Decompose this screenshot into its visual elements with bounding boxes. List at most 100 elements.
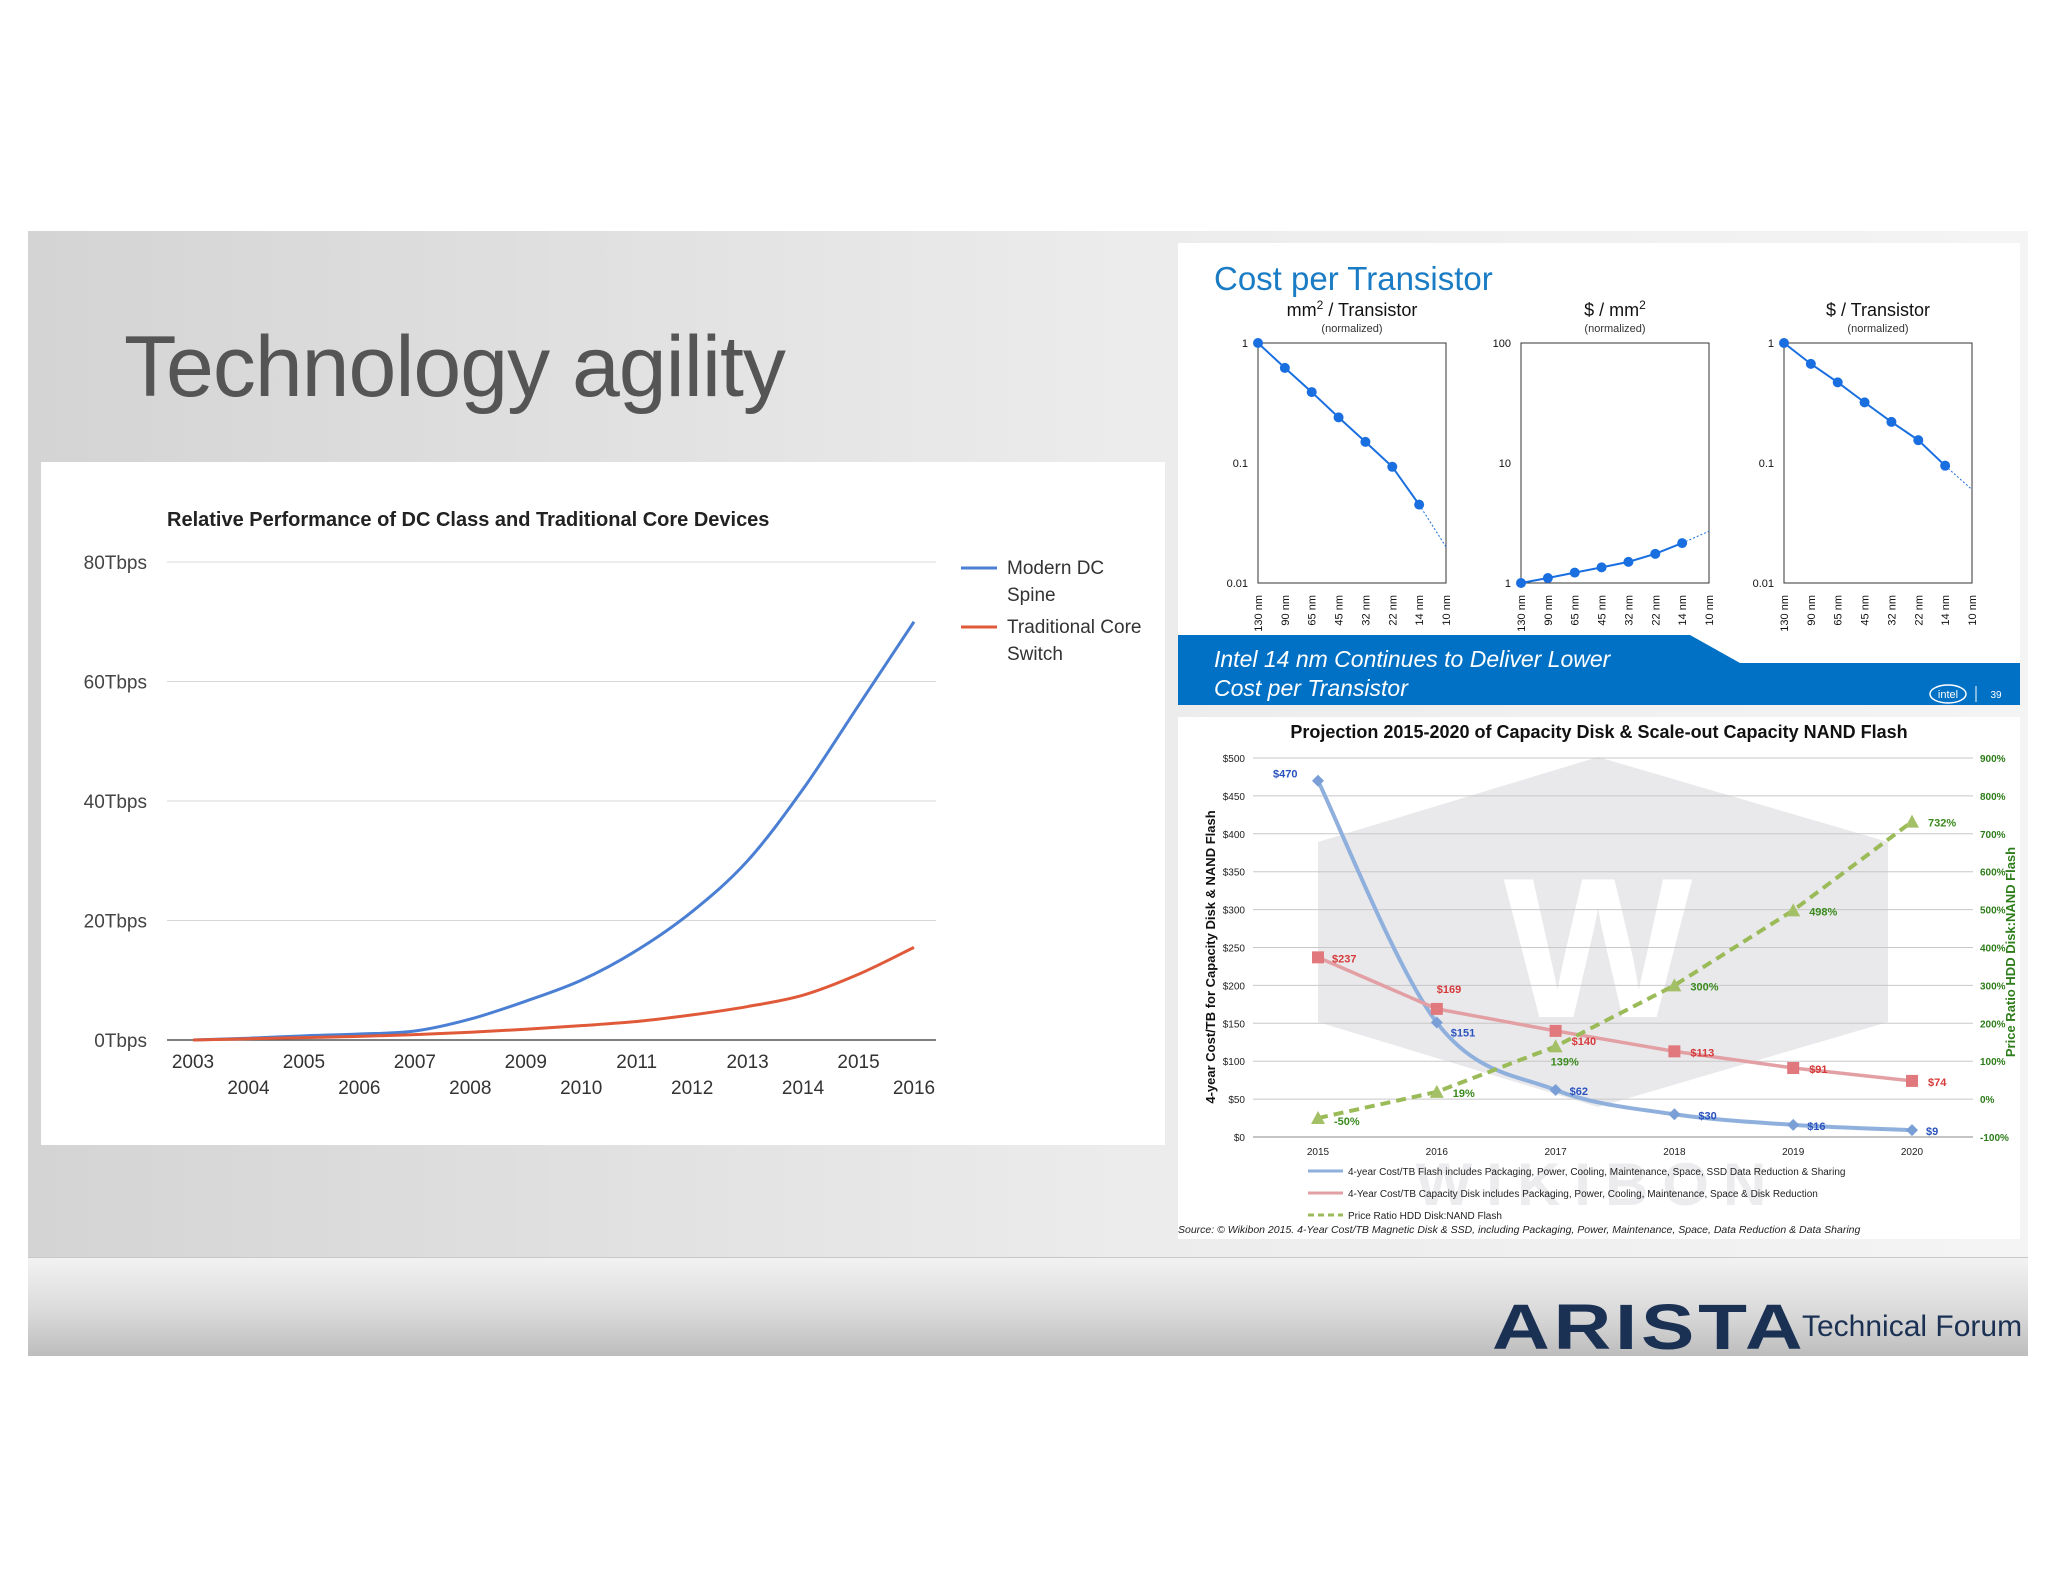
panel-frame [1257, 342, 1447, 584]
data-label: 300% [1690, 981, 1718, 993]
x-tick-label: 2017 [1544, 1147, 1567, 1158]
x-tick-label: 65 nm [1570, 595, 1582, 626]
series-line-0 [192, 620, 916, 1042]
data-point [1859, 397, 1870, 408]
data-label: 498% [1809, 906, 1837, 918]
x-tick-label: 65 nm [1307, 595, 1319, 626]
y-tick-label: 20Tbps [84, 912, 147, 933]
y-axis-label: 4-year Cost/TB for Capacity Disk & NAND … [1203, 810, 1218, 1103]
x-tick-label: 45 nm [1597, 595, 1609, 626]
x-tick-label: 2016 [893, 1078, 935, 1099]
performance-chart: Relative Performance of DC Class and Tra… [84, 509, 1142, 1099]
slide-title: Technology agility [124, 319, 786, 415]
y2-tick-label: 0% [1980, 1095, 1995, 1106]
watermark-shape [1318, 757, 1888, 1107]
data-point [1253, 338, 1263, 348]
x-tick-label: 14 nm [1940, 595, 1952, 626]
data-point [1542, 573, 1553, 584]
x-tick-label: 90 nm [1543, 595, 1555, 626]
y2-tick-label: 100% [1980, 1057, 2006, 1068]
data-point [1906, 1074, 1918, 1087]
panel-title: mm2 / Transistor [1287, 298, 1418, 320]
x-tick-label: 90 nm [1280, 595, 1292, 626]
y-tick-label: $400 [1223, 830, 1246, 841]
data-point [1668, 1108, 1681, 1121]
x-tick-label: 65 nm [1833, 595, 1845, 626]
data-label: 19% [1453, 1088, 1475, 1100]
legend-label: Modern DC [1007, 558, 1104, 579]
x-tick-label: 130 nm [1253, 595, 1265, 632]
x-tick-label: 2012 [671, 1078, 713, 1099]
y-tick-label: 1 [1768, 338, 1774, 350]
x-tick-label: 45 nm [1334, 595, 1346, 626]
panel-title: $ / mm2 [1584, 298, 1646, 320]
y-tick-label: 0.01 [1753, 578, 1774, 590]
banner [1178, 635, 2020, 705]
y-tick-label: $350 [1223, 868, 1246, 879]
panel-subtitle: (normalized) [1847, 323, 1908, 335]
y-tick-label: 0.01 [1227, 578, 1248, 590]
chart-title: Relative Performance of DC Class and Tra… [167, 509, 769, 531]
y-tick-label: $100 [1223, 1057, 1246, 1068]
arista-technical-forum: Technical Forum [1802, 1310, 2023, 1343]
x-tick-label: 32 nm [1886, 595, 1898, 626]
x-tick-label: 130 nm [1779, 595, 1791, 632]
data-label: $169 [1437, 984, 1461, 996]
y-tick-label: $200 [1223, 981, 1246, 992]
y-tick-label: 100 [1493, 338, 1511, 350]
data-point [1430, 1016, 1443, 1029]
page-number: 39 [1990, 690, 2002, 701]
x-tick-label: 2009 [505, 1052, 547, 1073]
series-line-disk [1317, 955, 1913, 1083]
x-tick-label: 2011 [616, 1052, 657, 1073]
y-tick-label: $300 [1223, 906, 1246, 917]
data-point [1913, 435, 1924, 446]
data-point [1549, 1084, 1562, 1097]
x-tick-label: 2008 [449, 1078, 491, 1099]
y-tick-label: $450 [1223, 792, 1246, 803]
data-point [1906, 1124, 1918, 1137]
y-tick-label: 80Tbps [84, 553, 147, 574]
x-tick-label: 14 nm [1677, 595, 1689, 626]
x-tick-label: 2010 [560, 1078, 602, 1099]
chart-title: Cost per Transistor [1214, 260, 1493, 297]
source-note: Source: © Wikibon 2015. 4-Year Cost/TB M… [1178, 1224, 1860, 1236]
data-point [1596, 562, 1607, 573]
y-tick-label: 0.1 [1233, 458, 1248, 470]
data-point [1940, 460, 1951, 471]
data-point [1905, 814, 1919, 828]
data-point [1787, 1062, 1800, 1075]
x-tick-label: 45 nm [1860, 595, 1872, 626]
x-tick-label: 22 nm [1387, 595, 1399, 626]
x-tick-label: 2018 [1663, 1147, 1686, 1158]
y2-tick-label: 500% [1980, 906, 2006, 917]
data-point [1805, 358, 1816, 369]
series-line-1 [192, 946, 915, 1042]
y-tick-label: $0 [1234, 1133, 1246, 1144]
x-tick-label: 2015 [1307, 1147, 1330, 1158]
data-point [1832, 377, 1843, 388]
data-point [1569, 567, 1580, 578]
data-label: $140 [1572, 1036, 1596, 1048]
legend-label: Traditional Core [1007, 617, 1141, 638]
data-label: $91 [1809, 1064, 1827, 1076]
data-point [1333, 412, 1344, 423]
data-point [1787, 1118, 1800, 1131]
x-tick-label: 90 nm [1806, 595, 1818, 626]
data-point [1668, 1045, 1681, 1058]
data-point [1312, 951, 1324, 964]
arista-logo: ARISTA [1492, 1291, 1807, 1363]
x-tick-label: 2016 [1426, 1147, 1449, 1158]
legend-label: 4-Year Cost/TB Capacity Disk includes Pa… [1348, 1189, 1818, 1200]
data-label: $151 [1451, 1028, 1475, 1040]
x-tick-label: 2004 [227, 1078, 270, 1099]
y-tick-label: 1 [1505, 578, 1511, 590]
watermark-text: WIKIBON [1416, 1151, 1781, 1218]
y2-tick-label: 700% [1980, 830, 2006, 841]
data-point [1786, 903, 1801, 917]
y-tick-label: 0Tbps [94, 1031, 147, 1052]
y-tick-label: 10 [1499, 458, 1511, 470]
y-tick-label: $150 [1223, 1019, 1246, 1030]
data-point [1312, 774, 1324, 787]
